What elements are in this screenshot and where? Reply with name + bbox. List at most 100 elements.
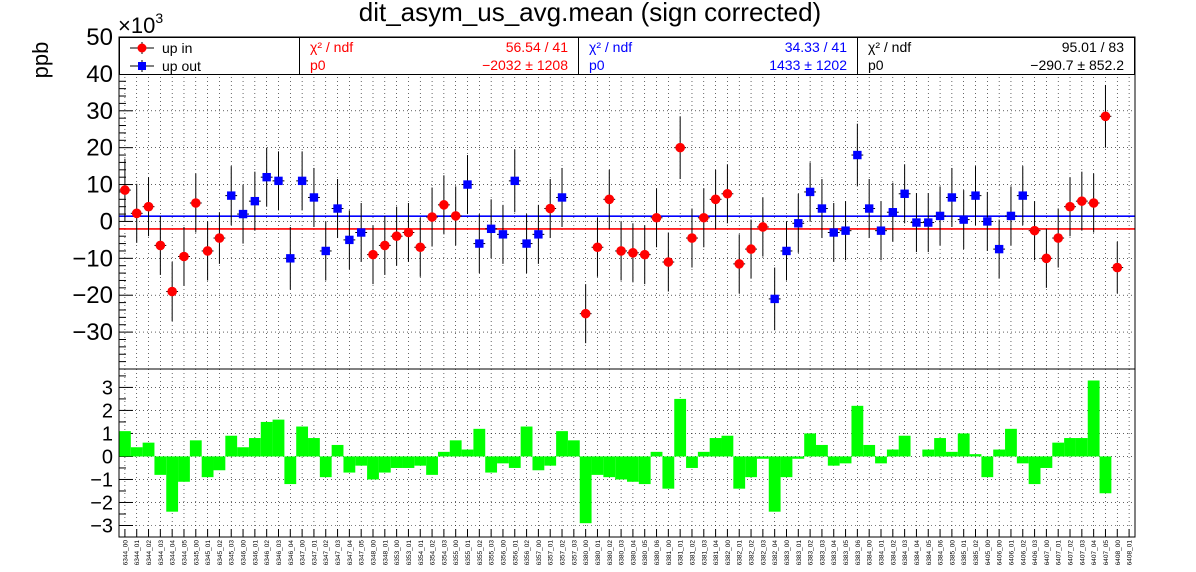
data-point-up-in	[663, 257, 674, 267]
x-tick-label: 6355_02	[477, 540, 484, 566]
ratio-bar	[886, 449, 899, 457]
p0-value: 1433 ± 1202	[769, 57, 847, 73]
data-point-up-out	[853, 150, 862, 160]
x-tick-label: 6408_00	[1115, 540, 1122, 566]
ratio-bar	[756, 456, 769, 459]
x-tick-label: 6344_03	[158, 540, 165, 566]
x-tick-label: 6348_00	[371, 540, 378, 566]
x-tick-label: 6383_05	[843, 540, 850, 566]
x-tick-label: 6347_00	[300, 540, 307, 566]
x-tick-label: 6345_03	[229, 540, 236, 566]
data-point-up-out	[1006, 211, 1016, 221]
data-point-up-in	[403, 227, 414, 238]
x-tick-label: 6384_04	[914, 540, 921, 566]
ratio-bar	[319, 456, 332, 478]
x-tick-label: 6385_00	[949, 540, 956, 566]
chi2-label: χ² / ndf	[868, 39, 912, 55]
x-tick-label: 6354_02	[430, 540, 437, 566]
legend-item-up-in: up in	[120, 38, 300, 58]
data-point-up-out	[475, 239, 484, 248]
legend: up in up out	[119, 37, 300, 75]
x-tick-label: 6383_02	[808, 540, 815, 566]
ratio-bar	[154, 456, 167, 475]
x-tick-label: 6382_01	[737, 540, 744, 566]
data-point-up-out	[924, 218, 933, 227]
data-point-up-out	[782, 246, 791, 256]
x-tick-label: 6383_00	[784, 540, 791, 566]
x-tick-label: 6384_01	[879, 540, 886, 566]
data-point-up-in	[592, 242, 603, 253]
ratio-bar	[260, 421, 273, 457]
data-point-up-in	[1077, 196, 1087, 206]
ratio-bar	[1005, 428, 1017, 457]
x-tick-label: 6357_03	[571, 540, 578, 566]
data-point-up-in	[698, 212, 709, 223]
circle-marker-icon	[130, 42, 154, 54]
x-tick-label: 6346_00	[241, 540, 248, 566]
ratio-bar	[1016, 456, 1029, 464]
data-point-up-in	[380, 240, 390, 251]
y-tick-label: −3	[90, 515, 113, 537]
x-tick-label: 6384_05	[926, 540, 933, 566]
data-point-up-in	[391, 231, 402, 241]
y-tick-label: −30	[72, 319, 113, 346]
data-point-up-in	[628, 248, 638, 258]
x-tick-label: 6384_03	[902, 540, 909, 566]
p0-label: p0	[589, 57, 605, 73]
y-tick-label: 40	[86, 61, 113, 88]
ratio-bar	[248, 438, 261, 457]
x-tick-label: 6406_02	[1020, 540, 1027, 566]
data-point-up-out	[912, 218, 921, 227]
data-point-up-in	[722, 188, 733, 199]
x-tick-label: 6381_03	[701, 540, 708, 566]
ratio-bar	[343, 456, 356, 473]
data-point-up-in	[427, 212, 437, 222]
x-tick-label: 6357_02	[560, 540, 567, 566]
data-point-up-in	[131, 208, 142, 219]
fit-box-up-out: χ² / ndf 34.33 / 41 p0 1433 ± 1202	[578, 37, 857, 75]
ratio-bar	[1052, 442, 1065, 457]
ratio-bar	[650, 451, 663, 457]
ratio-bar	[898, 435, 911, 457]
ratio-bar	[461, 449, 474, 457]
x-tick-label: 6406_00	[997, 540, 1004, 566]
data-point-up-in	[120, 185, 130, 195]
x-tick-label: 6344_02	[146, 540, 153, 566]
x-tick-label: 6407_00	[1044, 540, 1051, 566]
data-point-up-in	[580, 308, 591, 319]
data-point-up-out	[238, 209, 248, 219]
ratio-bar	[402, 456, 415, 468]
data-point-up-out	[534, 230, 543, 239]
ratio-bar	[875, 456, 887, 464]
ratio-bar	[1028, 456, 1041, 485]
ratio-bar	[520, 426, 533, 457]
data-point-up-out	[309, 193, 319, 202]
x-tick-label: 6346_02	[264, 540, 271, 566]
ratio-bar	[544, 456, 557, 466]
data-point-up-out	[286, 254, 295, 263]
fit-box-combined: χ² / ndf 95.01 / 83 p0 −290.7 ± 852.2	[857, 37, 1135, 75]
ratio-bar	[426, 456, 438, 475]
y-axis-label: ppb	[28, 42, 53, 79]
ratio-bar	[603, 456, 616, 478]
data-point-up-out	[274, 176, 283, 186]
ratio-bar	[579, 456, 592, 524]
x-tick-label: 6384_02	[890, 540, 897, 566]
ratio-bar	[993, 449, 1006, 457]
data-point-up-out	[817, 204, 827, 213]
data-point-up-out	[900, 189, 909, 198]
data-point-up-in	[675, 142, 685, 153]
square-marker-icon	[130, 60, 154, 72]
x-tick-label: 6381_01	[678, 540, 685, 566]
ratio-bar	[497, 456, 509, 464]
data-point-up-in	[155, 240, 166, 251]
data-point-up-out	[947, 193, 957, 202]
data-point-up-out	[983, 217, 992, 226]
ratio-bar	[591, 456, 604, 475]
x-tick-label: 6407_05	[1103, 540, 1110, 566]
x-tick-label: 6407_04	[1091, 540, 1098, 566]
x-tick-label: 6385_01	[961, 540, 968, 566]
x-tick-label: 6384_06	[938, 540, 945, 566]
ratio-bar	[839, 456, 852, 464]
data-point-up-out	[876, 226, 886, 235]
